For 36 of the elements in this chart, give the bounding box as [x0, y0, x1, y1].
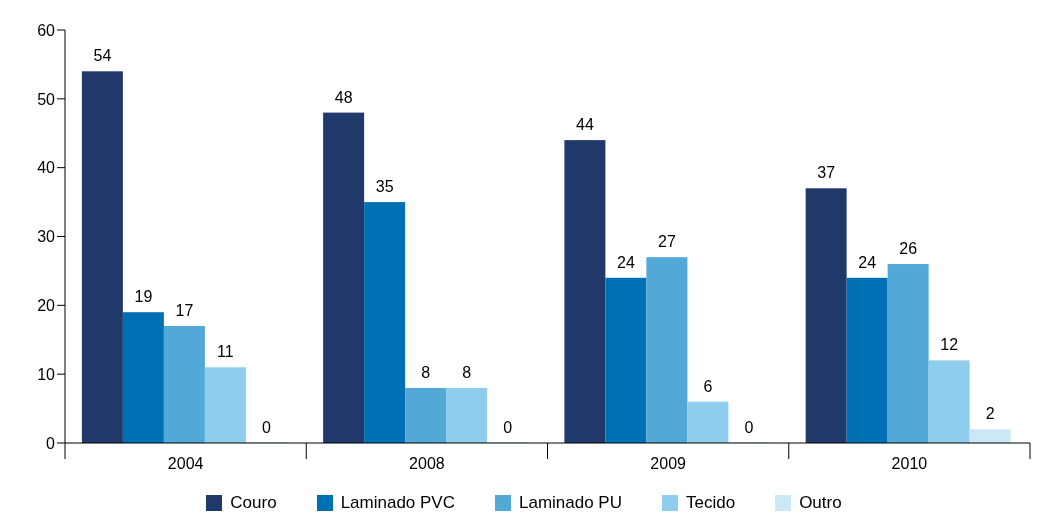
legend-label: Laminado PVC: [339, 493, 455, 513]
y-tick-label: 50: [37, 90, 56, 108]
y-tick-label: 40: [37, 159, 56, 177]
data-label: 44: [575, 116, 594, 134]
y-tick-label: 60: [37, 21, 56, 39]
x-tick-label: 2008: [409, 455, 445, 472]
data-label: 0: [261, 419, 271, 436]
data-label: 27: [657, 233, 676, 251]
data-label: 8: [462, 363, 472, 381]
data-label: 0: [503, 419, 513, 436]
data-label: 2: [985, 405, 995, 423]
x-tick-label: 2009: [650, 455, 687, 472]
legend-label: Outro: [798, 493, 842, 513]
data-label: 17: [175, 301, 194, 319]
data-label: 12: [940, 336, 959, 354]
data-label: 8: [421, 363, 431, 381]
data-label: 24: [858, 253, 877, 271]
data-label: 0: [744, 419, 754, 436]
data-label: 26: [899, 240, 918, 258]
y-tick-label: 30: [37, 228, 56, 246]
data-label: 35: [375, 178, 394, 196]
data-label: 54: [93, 47, 112, 65]
x-tick-label: 2004: [167, 455, 204, 472]
data-label: 6: [703, 377, 713, 395]
data-label: 48: [334, 88, 353, 106]
y-tick-label: 20: [37, 297, 56, 315]
y-tick-label: 10: [37, 365, 56, 383]
legend-label: Couro: [229, 493, 277, 513]
legend-label: Laminado PU: [518, 493, 622, 513]
data-label: 37: [817, 164, 836, 182]
data-label: 24: [616, 253, 635, 271]
y-tick-label: 0: [46, 434, 56, 452]
x-tick-label: 2010: [891, 455, 928, 472]
data-label: 19: [134, 288, 153, 306]
legend-label: Tecido: [685, 493, 736, 513]
data-label: 11: [217, 343, 234, 361]
